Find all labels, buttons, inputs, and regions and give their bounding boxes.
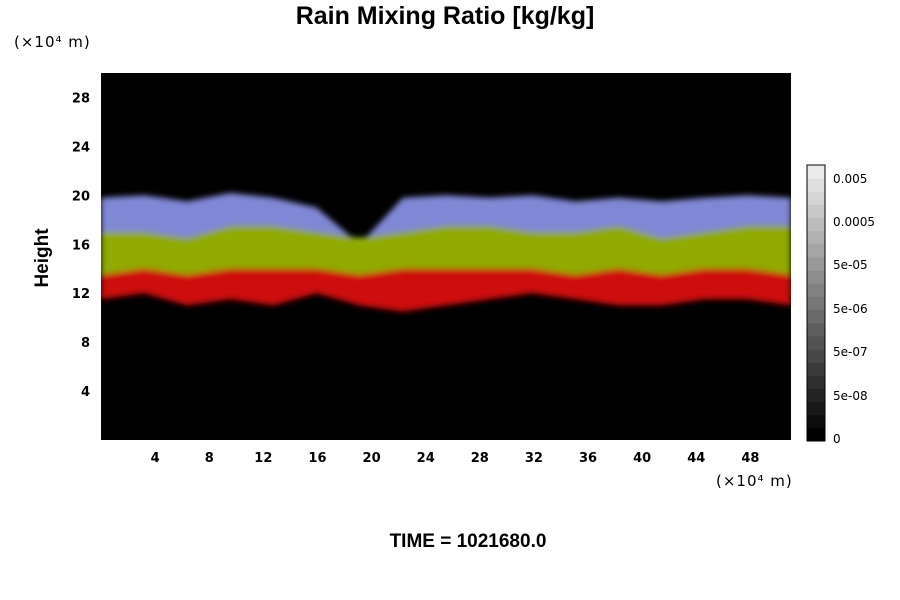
y-axis: 4 8 12 16 20 24 28 [72,91,90,400]
colorbar-segment [807,165,825,179]
rain-layer-upper-layer [101,192,791,245]
y-tick-label: 24 [72,140,90,155]
x-tick-label: 4 [151,451,160,466]
x-tick-label: 48 [741,451,759,466]
colorbar-segment [807,375,825,389]
colorbar-label: 5e-06 [833,302,868,316]
x-tick-label: 36 [579,451,597,466]
x-unit-label: (×10⁴ m) [716,472,793,490]
plot-area [101,73,791,440]
colorbar-segment [807,243,825,258]
colorbar-label: 0.005 [833,172,867,186]
colorbar-segment [807,309,825,324]
y-tick-label: 12 [72,287,90,302]
colorbar-segment [807,335,825,350]
colorbar-label: 5e-05 [833,258,868,272]
x-tick-label: 20 [363,451,381,466]
colorbar-segment [807,204,825,219]
colorbar [806,164,826,442]
colorbar-segment [807,178,825,192]
colorbar-segment [807,257,825,271]
colorbar-segment [807,427,825,442]
colorbar-segment [807,270,825,284]
colorbar-segment [807,230,825,245]
x-tick-label: 40 [633,451,651,466]
rain-layer-lower-layer [101,268,791,312]
colorbar-ticks: 0.005 0.0005 5e-05 5e-06 5e-07 5e-08 0 [833,172,875,446]
rain-layer-middle-layer [101,225,791,275]
x-tick-label: 8 [205,451,214,466]
colorbar-segment [807,349,825,363]
y-tick-label: 8 [81,336,90,351]
colorbar-segment [807,283,825,297]
colorbar-segment [807,191,825,205]
colorbar-segment [807,388,825,403]
colorbar-label: 5e-08 [833,389,868,403]
x-tick-label: 44 [687,451,705,466]
colorbar-label: 0 [833,432,841,446]
chart-title: Rain Mixing Ratio [kg/kg] [295,2,595,30]
x-tick-label: 12 [254,451,272,466]
colorbar-segment [807,296,825,311]
y-tick-label: 28 [72,91,90,106]
x-tick-label: 24 [417,451,435,466]
colorbar-segment [807,217,825,232]
colorbar-label: 5e-07 [833,345,868,359]
colorbar-segment [807,322,825,337]
y-tick-label: 16 [72,238,90,253]
x-axis: 4 8 12 16 20 24 28 32 36 40 44 48 [151,451,760,466]
x-tick-label: 28 [471,451,489,466]
x-tick-label: 16 [308,451,326,466]
colorbar-frame [806,164,826,442]
x-tick-label: 32 [525,451,543,466]
colorbar-label: 0.0005 [833,215,875,229]
time-label: TIME = 1021680.0 [389,531,547,552]
y-tick-label: 4 [81,385,90,400]
colorbar-segment [807,401,825,416]
colorbar-segment [807,414,825,429]
y-tick-label: 20 [72,189,90,204]
colorbar-segment [807,362,825,376]
y-unit-label: (×10⁴ m) [14,33,91,51]
